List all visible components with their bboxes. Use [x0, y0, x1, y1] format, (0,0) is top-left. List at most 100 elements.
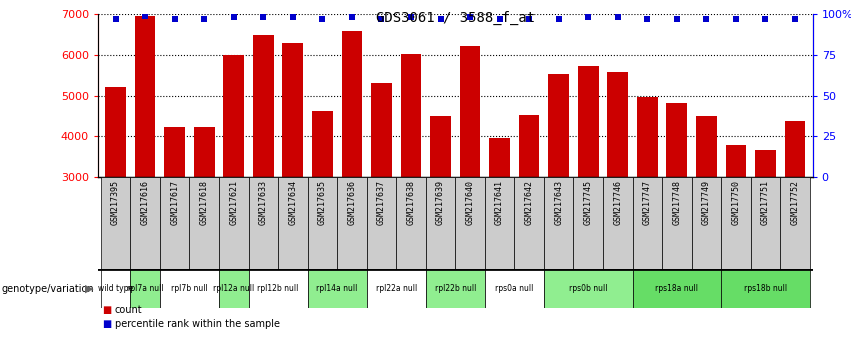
Bar	[460, 46, 481, 177]
Text: GSM217747: GSM217747	[643, 180, 652, 225]
Text: GSM217639: GSM217639	[436, 180, 445, 225]
Text: GSM217750: GSM217750	[731, 180, 740, 225]
Bar	[278, 177, 307, 269]
Bar	[548, 74, 569, 177]
Point	[256, 15, 270, 20]
Bar	[485, 269, 544, 308]
Text: GDS3061 / 3588_f_at: GDS3061 / 3588_f_at	[376, 11, 534, 25]
Bar	[726, 145, 746, 177]
Point	[286, 15, 300, 20]
Point	[463, 15, 477, 20]
Bar	[367, 177, 397, 269]
Text: GSM217640: GSM217640	[465, 180, 475, 225]
Bar	[544, 177, 574, 269]
Bar	[337, 177, 367, 269]
Text: GSM217749: GSM217749	[702, 180, 711, 225]
Bar	[371, 84, 391, 177]
Bar	[721, 269, 810, 308]
Bar	[696, 116, 717, 177]
Bar	[283, 44, 303, 177]
Text: rpl7a null: rpl7a null	[127, 284, 163, 293]
Bar	[603, 177, 632, 269]
Text: rps18a null: rps18a null	[655, 284, 699, 293]
Text: GSM217637: GSM217637	[377, 180, 386, 225]
Bar	[134, 16, 156, 177]
Bar	[455, 177, 485, 269]
Point	[729, 16, 743, 22]
Text: ■: ■	[102, 319, 111, 329]
Text: GSM217643: GSM217643	[554, 180, 563, 225]
Bar	[608, 72, 628, 177]
Text: GSM217641: GSM217641	[495, 180, 504, 225]
Text: genotype/variation: genotype/variation	[2, 284, 94, 293]
Point	[758, 16, 772, 22]
Bar	[248, 269, 307, 308]
Text: GSM217617: GSM217617	[170, 180, 180, 225]
Text: rpl12a null: rpl12a null	[213, 284, 254, 293]
Bar	[130, 177, 160, 269]
Text: GSM217751: GSM217751	[761, 180, 770, 225]
Text: rpl12b null: rpl12b null	[257, 284, 299, 293]
Bar	[519, 115, 540, 177]
Bar	[666, 103, 687, 177]
Text: ■: ■	[102, 305, 111, 315]
Text: GSM217621: GSM217621	[229, 180, 238, 225]
Bar	[100, 269, 130, 308]
Bar	[489, 138, 510, 177]
Text: ▶: ▶	[85, 284, 94, 293]
Point	[551, 16, 565, 22]
Bar	[312, 111, 333, 177]
Text: wild type: wild type	[98, 284, 133, 293]
Text: rpl22b null: rpl22b null	[435, 284, 476, 293]
Bar	[219, 269, 248, 308]
Text: GSM217752: GSM217752	[791, 180, 799, 225]
Text: percentile rank within the sample: percentile rank within the sample	[115, 319, 280, 329]
Bar	[426, 269, 485, 308]
Point	[611, 15, 625, 20]
Bar	[574, 177, 603, 269]
Bar	[307, 177, 337, 269]
Bar	[426, 177, 455, 269]
Bar	[401, 54, 421, 177]
Bar	[219, 177, 248, 269]
Point	[109, 16, 123, 22]
Text: rps0a null: rps0a null	[495, 284, 534, 293]
Bar	[514, 177, 544, 269]
Point	[346, 15, 359, 20]
Bar	[544, 269, 632, 308]
Text: GSM217748: GSM217748	[672, 180, 682, 225]
Bar	[578, 66, 598, 177]
Point	[316, 16, 329, 22]
Point	[404, 15, 418, 20]
Text: GSM217642: GSM217642	[524, 180, 534, 225]
Point	[374, 16, 388, 22]
Text: rps0b null: rps0b null	[569, 284, 608, 293]
Point	[227, 15, 241, 20]
Bar	[194, 127, 214, 177]
Point	[700, 16, 713, 22]
Bar	[100, 177, 130, 269]
Text: GSM217638: GSM217638	[407, 180, 415, 225]
Text: GSM217395: GSM217395	[111, 180, 120, 225]
Bar	[632, 177, 662, 269]
Text: GSM217636: GSM217636	[347, 180, 357, 225]
Text: rpl14a null: rpl14a null	[317, 284, 357, 293]
Text: rpl22a null: rpl22a null	[375, 284, 417, 293]
Point	[641, 16, 654, 22]
Bar	[751, 177, 780, 269]
Bar	[755, 150, 776, 177]
Text: GSM217745: GSM217745	[584, 180, 592, 225]
Text: rps18b null: rps18b null	[744, 284, 787, 293]
Bar	[253, 34, 274, 177]
Bar	[692, 177, 721, 269]
Bar	[224, 55, 244, 177]
Point	[139, 13, 152, 19]
Point	[168, 16, 181, 22]
Bar	[780, 177, 810, 269]
Bar	[721, 177, 751, 269]
Bar	[785, 121, 805, 177]
Point	[581, 15, 595, 20]
Bar	[637, 97, 658, 177]
Text: rpl7b null: rpl7b null	[171, 284, 208, 293]
Text: GSM217618: GSM217618	[200, 180, 208, 225]
